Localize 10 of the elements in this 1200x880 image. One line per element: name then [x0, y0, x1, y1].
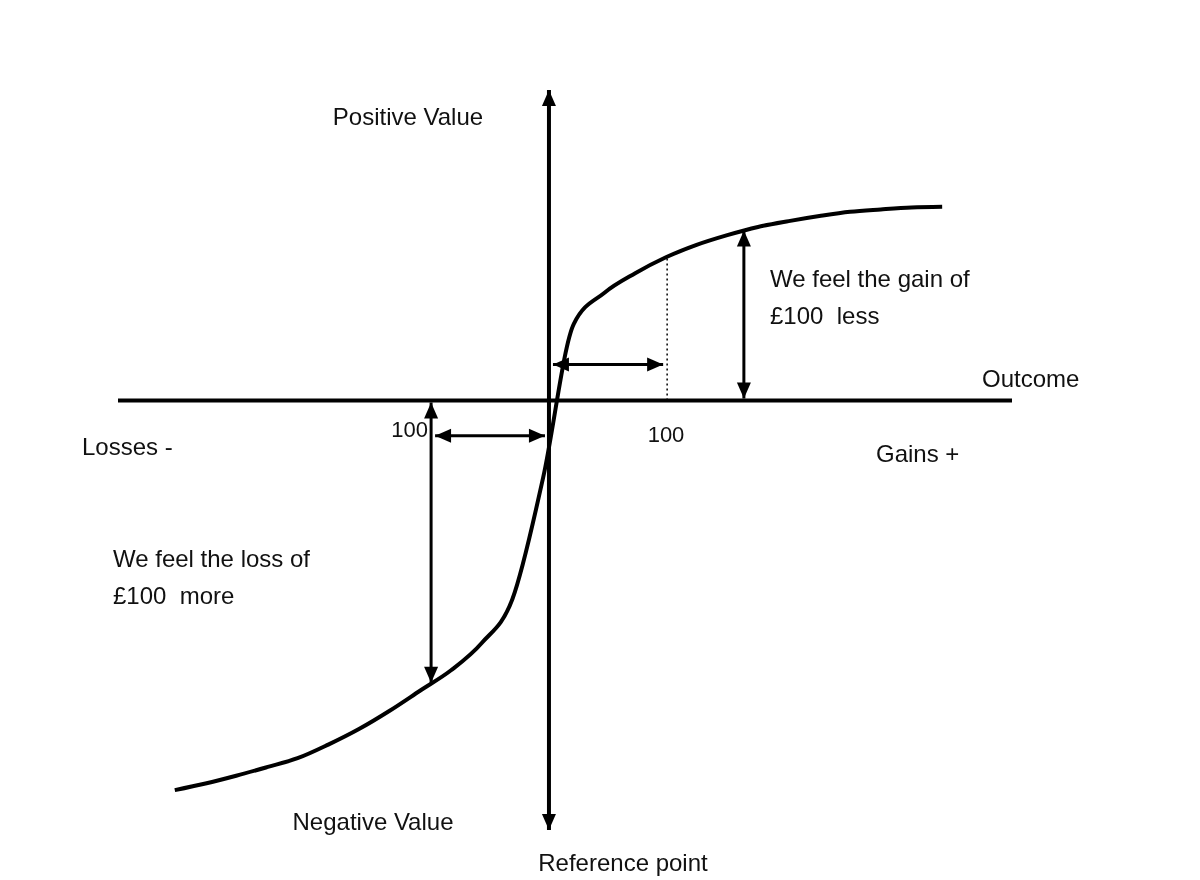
annotation: Gains +: [876, 439, 961, 469]
text: Reference point: [537, 848, 709, 878]
y-axis-title: Positive Value: [331, 102, 485, 132]
annotation: We feel the loss of £100 more: [113, 544, 311, 611]
annotation: 100: [646, 421, 686, 449]
text: Negative Value: [291, 807, 455, 837]
annotation: 100: [390, 416, 428, 444]
annotation: We feel the gain of £100 less: [770, 264, 971, 331]
annotation: Losses -: [82, 432, 174, 462]
x-axis-title: Outcome: [982, 364, 1081, 394]
